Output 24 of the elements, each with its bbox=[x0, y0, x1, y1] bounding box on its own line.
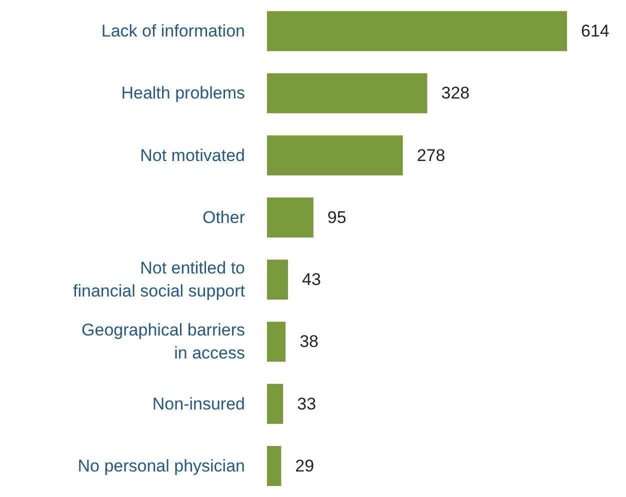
y-tick-label: Other bbox=[202, 208, 246, 227]
y-tick-label: No personal physician bbox=[78, 456, 245, 476]
y-tick-label: Geographical barriers in access bbox=[82, 320, 245, 363]
bar bbox=[267, 260, 288, 300]
data-label: 43 bbox=[302, 270, 321, 290]
y-tick-label: Health problems bbox=[121, 84, 245, 103]
bar bbox=[267, 322, 286, 362]
data-label: 614 bbox=[581, 22, 610, 41]
data-label: 38 bbox=[300, 332, 318, 352]
bar bbox=[267, 384, 284, 424]
bar bbox=[267, 11, 567, 52]
bar bbox=[267, 135, 403, 176]
bar bbox=[267, 197, 314, 238]
data-label: 95 bbox=[327, 208, 346, 227]
bar bbox=[267, 446, 282, 486]
data-label: 328 bbox=[441, 84, 470, 103]
data-label: 278 bbox=[416, 146, 446, 165]
y-tick-label: Non-insured bbox=[152, 394, 245, 414]
y-tick-label: Not entitled to financial social support bbox=[73, 258, 246, 301]
data-label: 29 bbox=[295, 456, 314, 476]
bar bbox=[267, 73, 428, 114]
y-tick-label: Lack of information bbox=[101, 22, 245, 41]
data-label: 33 bbox=[297, 394, 316, 414]
y-tick-label: Not motivated bbox=[140, 146, 245, 165]
